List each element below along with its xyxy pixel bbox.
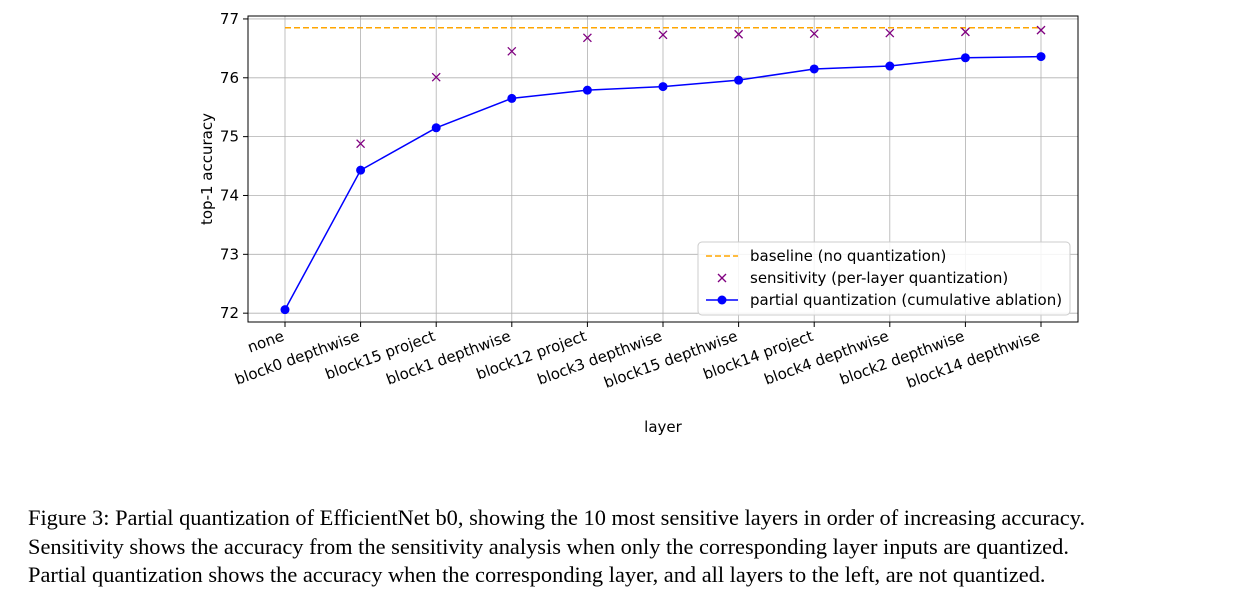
caption-line: Sensitivity shows the accuracy from the … xyxy=(28,533,1069,559)
legend-partial-swatch xyxy=(706,295,738,305)
y-tick-label: 73 xyxy=(220,245,239,263)
partial-quantization-point xyxy=(507,93,517,103)
partial-quantization-point xyxy=(809,64,819,74)
y-tick-label: 74 xyxy=(220,186,239,204)
partial-quantization-point xyxy=(582,85,592,95)
y-tick-label: 77 xyxy=(220,10,239,28)
legend-frame xyxy=(697,241,1071,316)
partial-quantization-point xyxy=(885,61,895,71)
sensitivity-point xyxy=(960,27,970,37)
sensitivity-point xyxy=(658,30,668,40)
partial-quantization-point xyxy=(1036,52,1046,62)
sensitivity-point xyxy=(1036,25,1046,35)
sensitivity-point xyxy=(809,29,819,39)
legend-sensitivity-label: sensitivity (per-layer quantization) xyxy=(750,269,1008,287)
caption-line: Figure 3: Partial quantization of Effici… xyxy=(28,505,1086,530)
partial-quantization-point xyxy=(280,305,290,315)
series xyxy=(280,25,1046,315)
x-tick-label: block14 depthwise xyxy=(904,327,1042,392)
x-tick-label: none xyxy=(245,327,286,357)
caption-line: Partial quantization shows the accuracy … xyxy=(28,562,1046,587)
partial-quantization-point xyxy=(734,75,744,85)
partial-quantization-point xyxy=(431,123,441,133)
sensitivity-point xyxy=(431,72,441,82)
figure-caption: Figure 3: Partial quantization of Effici… xyxy=(28,504,1256,590)
y-tick-label: 72 xyxy=(220,304,239,322)
partial-quantization-point xyxy=(658,82,668,92)
partial-quantization-point xyxy=(356,165,366,175)
y-axis-label: top-1 accuracy xyxy=(198,113,216,225)
sensitivity-point xyxy=(356,139,366,149)
sensitivity-point xyxy=(734,29,744,39)
sensitivity-point xyxy=(507,46,517,56)
x-axis-label: layer xyxy=(644,418,682,436)
legend: baseline (no quantization) sensitivity (… xyxy=(697,241,1071,316)
legend-baseline-label: baseline (no quantization) xyxy=(750,247,946,265)
partial-quantization-point xyxy=(960,53,970,63)
y-tick-label: 75 xyxy=(220,128,239,146)
sensitivity-point xyxy=(885,28,895,38)
legend-sensitivity-swatch xyxy=(717,273,727,283)
legend-partial-label: partial quantization (cumulative ablatio… xyxy=(750,291,1062,309)
sensitivity-point xyxy=(582,33,592,43)
y-tick-label: 76 xyxy=(220,69,239,87)
